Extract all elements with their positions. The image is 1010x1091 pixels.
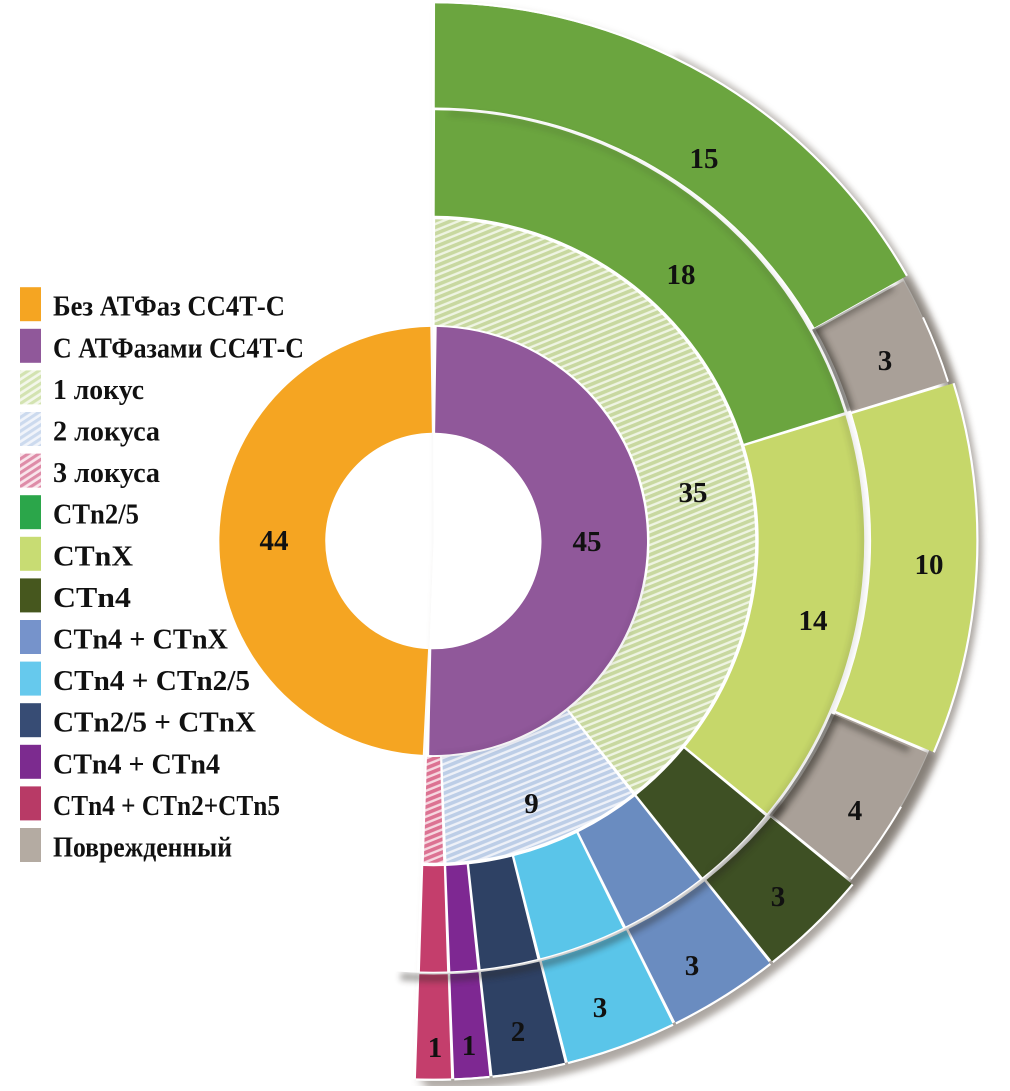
svg-text:CTn4 + CTn4: CTn4 + CTn4 — [53, 748, 220, 780]
svg-text:10: 10 — [915, 549, 944, 581]
svg-text:3: 3 — [771, 881, 786, 913]
svg-text:15: 15 — [690, 143, 719, 175]
svg-text:3 локуса: 3 локуса — [53, 457, 160, 489]
svg-text:44: 44 — [260, 525, 289, 557]
svg-text:С АТФазами СС4Т-С: С АТФазами СС4Т-С — [53, 332, 304, 364]
svg-text:CTn2/5 + CTnX: CTn2/5 + CTnX — [53, 707, 256, 739]
svg-text:Поврежденный: Поврежденный — [53, 832, 232, 864]
svg-text:3: 3 — [685, 950, 700, 982]
svg-text:CTnX: CTnX — [53, 540, 133, 572]
svg-text:4: 4 — [848, 795, 863, 827]
svg-text:Без АТФаз СС4Т-С: Без АТФаз СС4Т-С — [53, 291, 285, 323]
svg-text:CTn4: CTn4 — [53, 582, 131, 614]
svg-text:3: 3 — [593, 992, 608, 1024]
svg-text:1 локус: 1 локус — [53, 374, 144, 406]
svg-text:CTn2/5: CTn2/5 — [53, 499, 139, 531]
svg-text:CTn4 + CTnX: CTn4 + CTnX — [53, 624, 228, 656]
svg-text:CTn4 + CTn2/5: CTn4 + CTn2/5 — [53, 665, 250, 697]
svg-text:3: 3 — [878, 345, 893, 377]
svg-text:35: 35 — [679, 477, 708, 509]
svg-text:14: 14 — [799, 605, 828, 637]
svg-text:CTn4 + CTn2+CTn5: CTn4 + CTn2+CTn5 — [53, 790, 280, 822]
svg-text:9: 9 — [524, 788, 539, 820]
svg-text:2: 2 — [511, 1016, 526, 1048]
svg-text:1: 1 — [428, 1032, 443, 1064]
svg-text:1: 1 — [462, 1030, 477, 1062]
svg-text:18: 18 — [667, 259, 696, 291]
svg-text:2 локуса: 2 локуса — [53, 416, 160, 448]
svg-text:45: 45 — [573, 526, 602, 558]
